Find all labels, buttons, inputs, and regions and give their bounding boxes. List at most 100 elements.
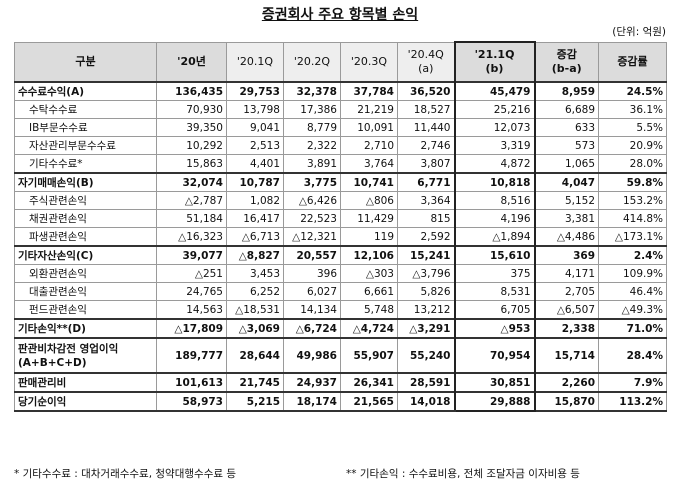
cell-q1: △6,713 [226,227,284,247]
header-20-2q: '20.2Q [283,41,341,83]
cell-q2: 18,174 [283,391,341,412]
cell-y20: △17,809 [156,318,227,339]
cell-rate: 28.4% [598,337,667,374]
cell-rate: △173.1% [598,227,667,247]
cell-q1: 6,252 [226,282,284,301]
table-row: 판관비차감전 영업이익(A+B+C+D) 189,777 28,644 49,986 5… [14,337,667,374]
cell-q1: 16,417 [226,209,284,228]
cell-q1: 21,745 [226,372,284,393]
cell-q3: △806 [340,191,398,210]
cell-q21: 4,872 [453,154,536,174]
header-row: 구분 '20년 '20.1Q '20.2Q '20.3Q '20.4Q (a) … [14,41,667,83]
table-row: 당기순이익 58,973 5,215 18,174 21,565 14,018 29,888… [14,391,667,412]
row-label: IB부문수수료 [14,118,157,137]
row-label: 판매관리비 [14,372,157,393]
cell-q21: 375 [453,264,536,283]
cell-rate: 20.9% [598,136,667,155]
cell-q3: 6,661 [340,282,398,301]
cell-q21: 70,954 [453,337,536,374]
cell-q2: 2,322 [283,136,341,155]
row-label: 채권관련손익 [14,209,157,228]
cell-q21: 10,818 [453,172,536,192]
cell-q2: 3,891 [283,154,341,174]
table-row: 수탁수수료 70,930 13,798 17,386 21,219 18,527 25,21… [14,100,667,119]
cell-q2: △12,321 [283,227,341,247]
cell-y20: 39,077 [156,245,227,265]
cell-y20: 39,350 [156,118,227,137]
cell-rate: 24.5% [598,81,667,101]
row-label: 기타자산손익(C) [14,245,157,265]
cell-rate: 59.8% [598,172,667,192]
cell-q4: △3,291 [397,318,455,339]
cell-q21: 4,196 [453,209,536,228]
cell-q3: 10,091 [340,118,398,137]
footnote-other-fees: * 기타수수료 : 대차거래수수료, 청약대행수수료 등 [14,468,237,480]
cell-q2: 6,027 [283,282,341,301]
header-category: 구분 [14,41,157,83]
cell-q21: 6,705 [453,300,536,320]
cell-q4: △3,796 [397,264,455,283]
cell-rate: 2.4% [598,245,667,265]
cell-q3: 10,741 [340,172,398,192]
footnote-other-income: ** 기타손익 : 수수료비용, 전체 조달자금 이자비용 등 [346,468,580,480]
income-table: 구분 '20년 '20.1Q '20.2Q '20.3Q '20.4Q (a) … [14,41,667,412]
cell-q4: 15,241 [397,245,455,265]
cell-q3: 26,341 [340,372,398,393]
cell-q3: 5,748 [340,300,398,320]
cell-rate: 7.9% [598,372,667,393]
cell-change: 2,338 [534,318,599,339]
cell-change: 2,260 [534,372,599,393]
row-label: 대출관련손익 [14,282,157,301]
cell-q2: 22,523 [283,209,341,228]
header-20-4q: '20.4Q (a) [397,41,455,83]
cell-rate: 109.9% [598,264,667,283]
cell-change: 6,689 [534,100,599,119]
cell-q3: 119 [340,227,398,247]
cell-q3: 37,784 [340,81,398,101]
cell-q2: △6,724 [283,318,341,339]
cell-q4: 5,826 [397,282,455,301]
cell-q4: 18,527 [397,100,455,119]
cell-q21: 3,319 [453,136,536,155]
cell-q2: 396 [283,264,341,283]
cell-q21: 45,479 [453,81,536,101]
cell-q21: 25,216 [453,100,536,119]
header-rate: 증감률 [598,41,667,83]
cell-q4: 2,592 [397,227,455,247]
cell-rate: 414.8% [598,209,667,228]
cell-q2: 32,378 [283,81,341,101]
row-label: 기타수수료* [14,154,157,174]
cell-q1: 28,644 [226,337,284,374]
table-body: 수수료수익(A) 136,435 29,753 32,378 37,784 36,520 4… [14,81,667,412]
header-2020: '20년 [156,41,227,83]
row-label: 파생관련손익 [14,227,157,247]
cell-y20: △16,323 [156,227,227,247]
cell-y20: 101,613 [156,372,227,393]
header-20-1q: '20.1Q [226,41,284,83]
table-row: 펀드관련손익 14,563 △18,531 14,134 5,748 13,212 6,70… [14,300,667,320]
cell-q4: 14,018 [397,391,455,412]
cell-q1: 3,453 [226,264,284,283]
row-label: 자산관리부문수수료 [14,136,157,155]
row-label: 수탁수수료 [14,100,157,119]
cell-y20: 189,777 [156,337,227,374]
table-row: 주식관련손익 △2,787 1,082 △6,426 △806 3,364 8,516 5,1… [14,191,667,210]
cell-y20: 136,435 [156,81,227,101]
header-20-3q: '20.3Q [340,41,398,83]
table-row: 판매관리비 101,613 21,745 24,937 26,341 28,591 30,8… [14,372,667,393]
table-row: 자기매매손익(B) 32,074 10,787 3,775 10,741 6,771 10,… [14,172,667,192]
cell-change: 8,959 [534,81,599,101]
row-label: 판관비차감전 영업이익(A+B+C+D) [14,337,157,374]
cell-change: △4,486 [534,227,599,247]
row-label: 자기매매손익(B) [14,172,157,192]
cell-rate: 46.4% [598,282,667,301]
cell-q1: 1,082 [226,191,284,210]
cell-y20: 15,863 [156,154,227,174]
cell-q2: 3,775 [283,172,341,192]
cell-q2: 8,779 [283,118,341,137]
cell-q1: △8,827 [226,245,284,265]
cell-change: 15,870 [534,391,599,412]
cell-q21: 8,531 [453,282,536,301]
cell-q2: △6,426 [283,191,341,210]
cell-q3: 11,429 [340,209,398,228]
